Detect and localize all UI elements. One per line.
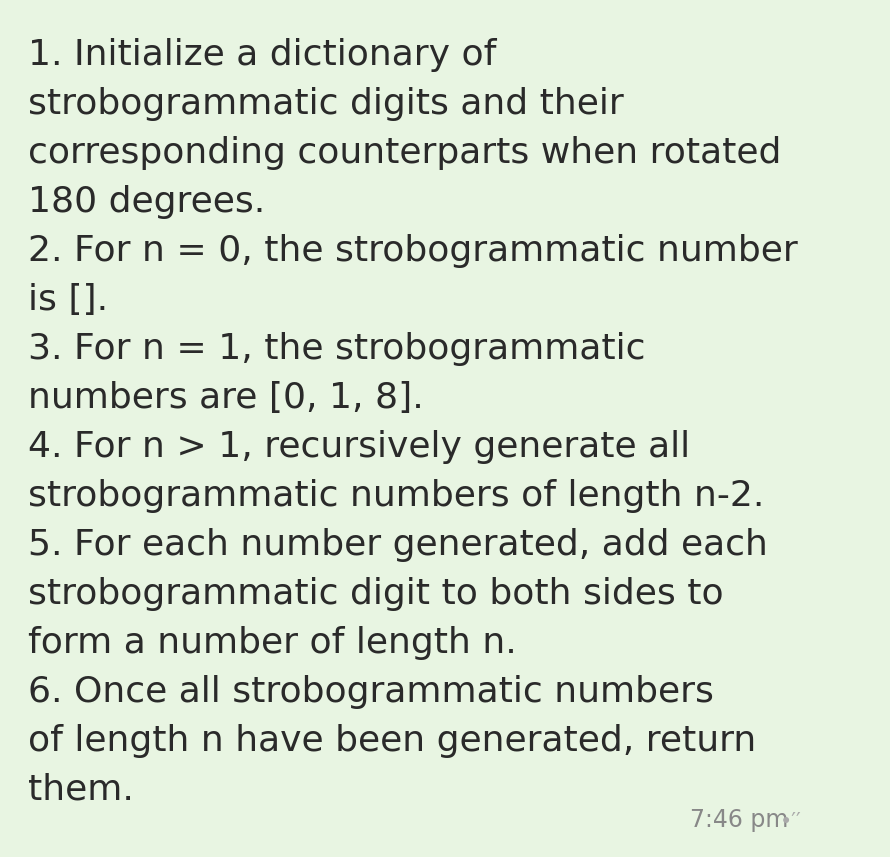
Text: 1. Initialize a dictionary of: 1. Initialize a dictionary of [28, 38, 497, 72]
Text: 6. Once all strobogrammatic numbers: 6. Once all strobogrammatic numbers [28, 675, 714, 709]
Text: 180 degrees.: 180 degrees. [28, 185, 265, 219]
Text: of length n have been generated, return: of length n have been generated, return [28, 724, 756, 758]
Text: •′′: •′′ [780, 812, 802, 832]
Text: 2. For n = 0, the strobogrammatic number: 2. For n = 0, the strobogrammatic number [28, 234, 797, 268]
Text: numbers are [0, 1, 8].: numbers are [0, 1, 8]. [28, 381, 424, 415]
Text: 4. For n > 1, recursively generate all: 4. For n > 1, recursively generate all [28, 430, 690, 464]
Text: strobogrammatic numbers of length n-2.: strobogrammatic numbers of length n-2. [28, 479, 765, 513]
Text: is [].: is []. [28, 283, 108, 317]
Text: 3. For n = 1, the strobogrammatic: 3. For n = 1, the strobogrammatic [28, 332, 645, 366]
Text: them.: them. [28, 773, 134, 807]
Text: 7:46 pm: 7:46 pm [690, 808, 789, 832]
Text: strobogrammatic digit to both sides to: strobogrammatic digit to both sides to [28, 577, 724, 611]
Text: strobogrammatic digits and their: strobogrammatic digits and their [28, 87, 624, 121]
Text: 5. For each number generated, add each: 5. For each number generated, add each [28, 528, 768, 562]
Text: corresponding counterparts when rotated: corresponding counterparts when rotated [28, 136, 781, 170]
Text: form a number of length n.: form a number of length n. [28, 626, 517, 660]
